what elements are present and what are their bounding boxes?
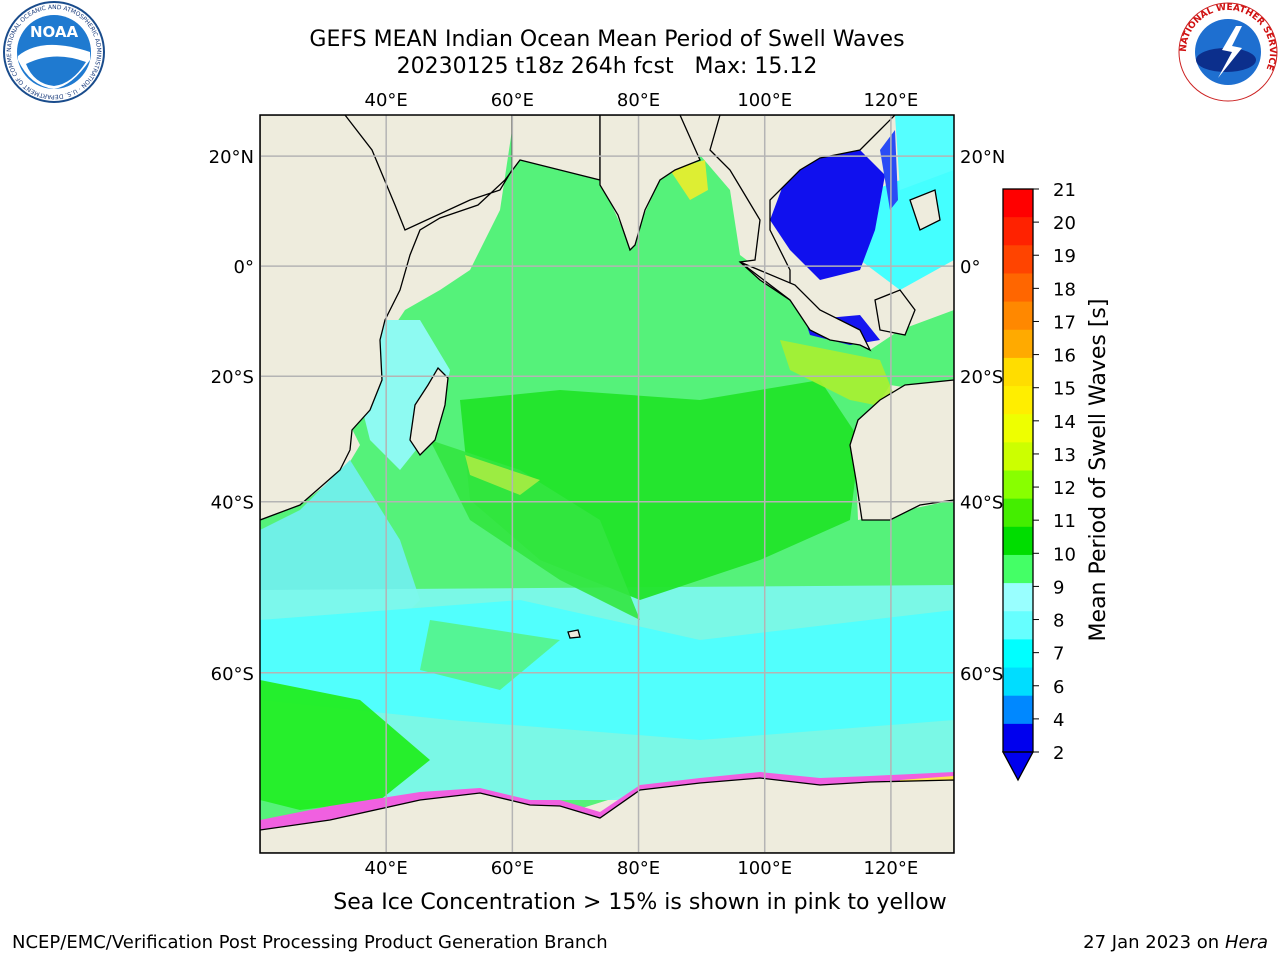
lon-tick-label-top: 100°E (737, 90, 792, 111)
colorbar-block (1003, 442, 1033, 471)
colorbar-tick-label: 13 (1053, 445, 1076, 466)
lat-tick-label-right: 20°N (960, 147, 1005, 168)
chart-title: GEFS MEAN Indian Ocean Mean Period of Sw… (309, 27, 905, 52)
footer-date-text: 27 Jan 2023 on (1083, 932, 1225, 953)
colorbar-block (1003, 695, 1033, 725)
noaa-logo-text: NOAA (30, 23, 79, 41)
lat-tick-label-right: 40°S (960, 493, 1003, 514)
colorbar-label: Mean Period of Swell Waves [s] (1086, 299, 1111, 642)
colorbar-block (1003, 554, 1033, 584)
colorbar-block (1003, 189, 1033, 218)
lon-tick-label-top: 40°E (365, 90, 408, 111)
lon-tick-label-bottom: 100°E (737, 858, 792, 879)
lon-tick-label-bottom: 80°E (617, 858, 660, 879)
colorbar-tick-label: 16 (1053, 346, 1076, 367)
footer-date: 27 Jan 2023 on Hera (1083, 932, 1268, 953)
colorbar-block (1003, 301, 1033, 331)
colorbar-block (1003, 245, 1033, 274)
colorbar-block (1003, 526, 1033, 556)
colorbar-block (1003, 273, 1033, 303)
lon-tick-label-bottom: 120°E (864, 858, 919, 879)
colorbar-block (1003, 470, 1033, 500)
graticule (260, 115, 954, 853)
colorbar-block (1003, 583, 1033, 612)
colorbar-tick-label: 9 (1053, 577, 1064, 598)
colorbar-block (1003, 498, 1033, 528)
colorbar-tick-label: 10 (1053, 544, 1076, 565)
colorbar-tick-label: 21 (1053, 180, 1076, 201)
colorbar-block (1003, 329, 1033, 359)
colorbar-tick-label: 18 (1053, 279, 1076, 300)
colorbar-block (1003, 723, 1033, 753)
lat-tick-label-right: 20°S (960, 367, 1003, 388)
map-frame (259, 114, 955, 854)
colorbar-block (1003, 667, 1033, 697)
footer-machine: Hera (1224, 932, 1268, 953)
colorbar-block (1003, 639, 1033, 669)
south-china-sea-low-period (770, 150, 885, 280)
lat-tick-label-left: 0° (234, 257, 254, 278)
lon-tick-label-bottom: 40°E (365, 858, 408, 879)
colorbar-block (1003, 386, 1033, 415)
colorbar-extend-min (1001, 751, 1035, 782)
colorbar-block (1003, 414, 1033, 443)
lat-tick-label-right: 60°S (960, 664, 1003, 685)
land-masses (260, 115, 954, 853)
lon-tick-label-bottom: 60°E (491, 858, 534, 879)
colorbar-tick-label: 20 (1053, 213, 1076, 234)
colorbar-tick-label: 19 (1053, 246, 1076, 267)
nws-logo: NATIONAL WEATHER SERVICE (1178, 2, 1278, 102)
colorbar-tick-label: 14 (1053, 412, 1076, 433)
lat-tick-label-left: 20°N (209, 147, 254, 168)
colorbar-tick-label: 2 (1053, 743, 1064, 764)
colorbar-tick-label: 6 (1053, 677, 1064, 698)
colorbar-tick-label: 8 (1053, 611, 1064, 632)
colorbar-block (1003, 217, 1033, 246)
lat-tick-label-left: 60°S (211, 664, 254, 685)
lon-tick-label-top: 80°E (617, 90, 660, 111)
colorbar-block (1003, 611, 1033, 640)
colorbar-tick-label: 11 (1053, 511, 1076, 532)
colorbar-tick-label: 12 (1053, 478, 1076, 499)
lat-tick-label-left: 40°S (211, 493, 254, 514)
colorbar-tick-label: 7 (1053, 644, 1064, 665)
colorbar-block (1003, 357, 1033, 387)
chart-subtitle: 20230125 t18z 264h fcst Max: 15.12 (396, 54, 818, 79)
map-axis-ticks: 40°E 40°E 60°E 60°E 80°E 80°E 100°E 100°E 120°E 1… (209, 90, 1006, 879)
lon-tick-label-top: 60°E (491, 90, 534, 111)
colorbar-tick-label: 17 (1053, 312, 1076, 333)
noaa-logo: NOAA NATIONAL OCEANIC AND ATMOSPHERIC AD… (2, 0, 105, 103)
sea-ice-note: Sea Ice Concentration > 15% is shown in … (333, 890, 947, 915)
colorbar-tick-label: 4 (1053, 710, 1064, 731)
footer-credit: NCEP/EMC/Verification Post Processing Pr… (12, 932, 608, 953)
lat-tick-label-left: 20°S (211, 367, 254, 388)
colorbar-frame (1002, 188, 1034, 753)
lat-tick-label-right: 0° (960, 257, 980, 278)
lon-tick-label-top: 120°E (864, 90, 919, 111)
colorbar-tick-label: 15 (1053, 379, 1076, 400)
